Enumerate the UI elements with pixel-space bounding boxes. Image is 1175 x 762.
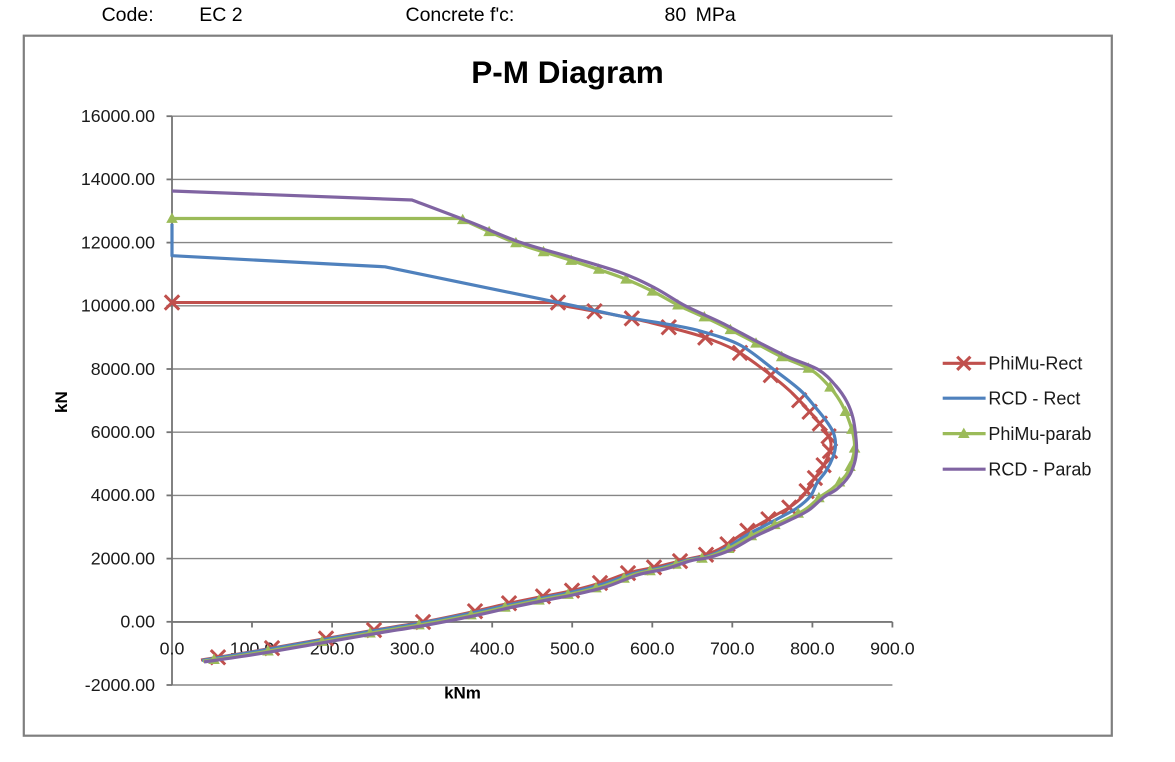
svg-text:12000.00: 12000.00 [81, 232, 155, 252]
svg-text:PhiMu-Rect: PhiMu-Rect [988, 354, 1082, 374]
svg-text:kNm: kNm [444, 684, 481, 703]
svg-text:kN: kN [52, 391, 71, 413]
svg-text:P-M Diagram: P-M Diagram [471, 54, 664, 90]
svg-text:0.00: 0.00 [120, 612, 155, 632]
svg-text:2000.00: 2000.00 [91, 548, 155, 568]
svg-text:4000.00: 4000.00 [91, 485, 155, 505]
svg-text:0.0: 0.0 [160, 639, 185, 659]
svg-text:500.0: 500.0 [550, 639, 595, 659]
svg-text:800.0: 800.0 [790, 639, 835, 659]
svg-text:6000.00: 6000.00 [91, 422, 155, 442]
svg-text:600.0: 600.0 [630, 639, 675, 659]
svg-text:PhiMu-parab: PhiMu-parab [988, 424, 1091, 444]
svg-text:16000.00: 16000.00 [81, 106, 155, 126]
svg-text:10000.00: 10000.00 [81, 296, 155, 316]
svg-text:RCD - Parab: RCD - Parab [988, 459, 1091, 479]
svg-text:-2000.00: -2000.00 [85, 675, 155, 695]
svg-text:900.0: 900.0 [870, 639, 915, 659]
svg-text:400.0: 400.0 [470, 639, 515, 659]
svg-text:700.0: 700.0 [710, 639, 755, 659]
svg-text:RCD - Rect: RCD - Rect [988, 388, 1080, 408]
svg-text:300.0: 300.0 [390, 639, 435, 659]
svg-text:8000.00: 8000.00 [91, 359, 155, 379]
svg-text:14000.00: 14000.00 [81, 169, 155, 189]
